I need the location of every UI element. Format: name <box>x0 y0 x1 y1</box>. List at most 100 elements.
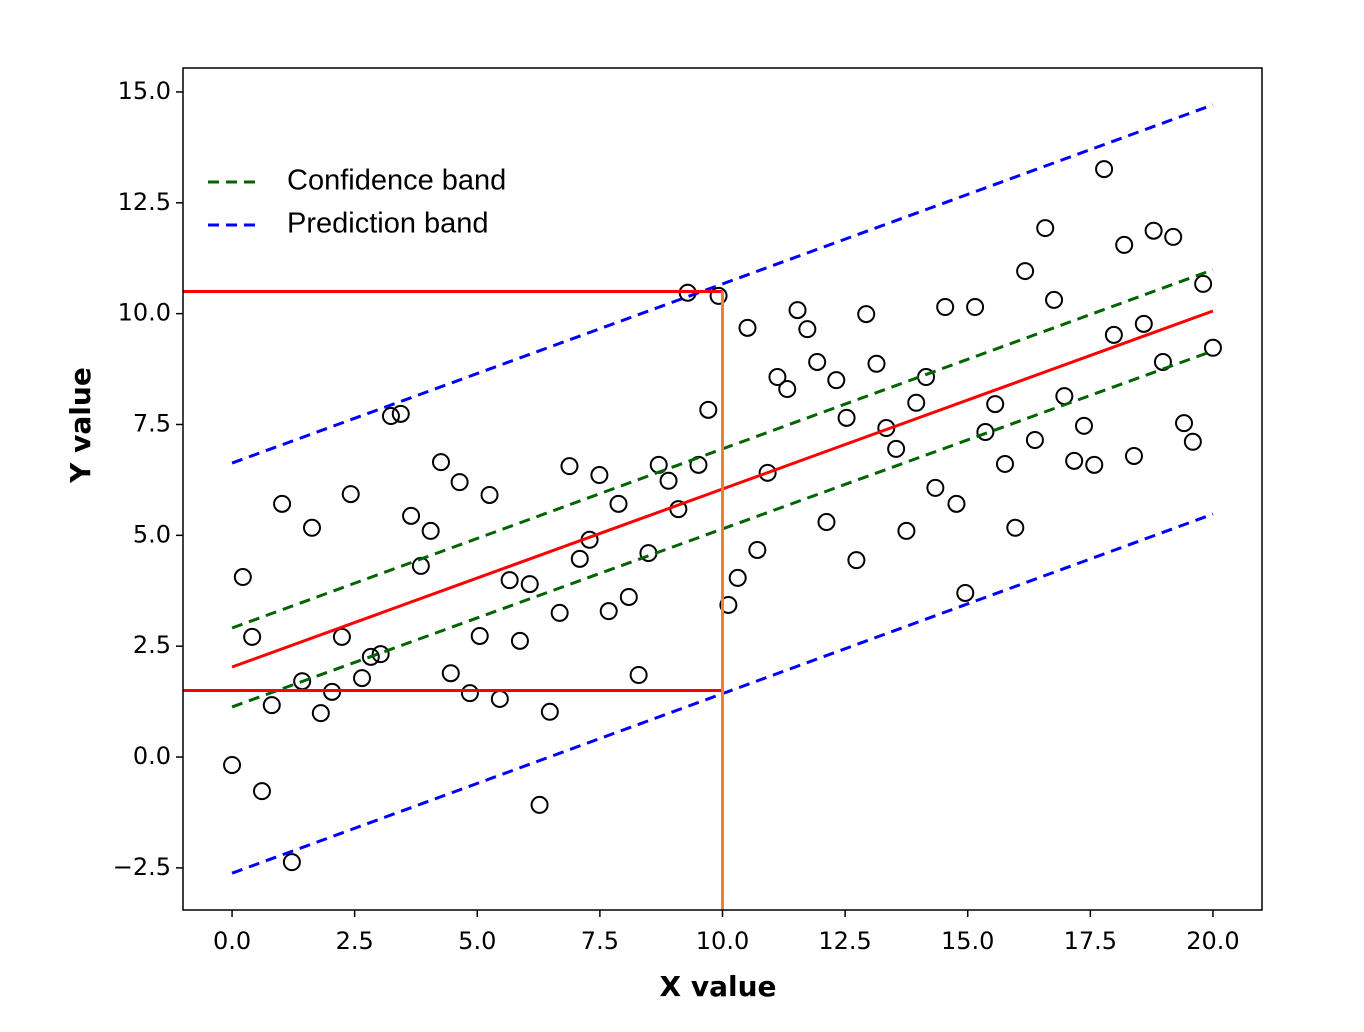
data-point <box>659 471 678 490</box>
data-point <box>332 627 351 646</box>
x-tick-label: 20.0 <box>1186 927 1239 955</box>
data-point <box>699 400 718 419</box>
data-point <box>500 571 519 590</box>
data-point <box>996 454 1015 473</box>
data-point <box>1153 352 1172 371</box>
x-tick-label: 15.0 <box>941 927 994 955</box>
y-tick-label: −2.5 <box>113 853 171 881</box>
data-point <box>748 540 767 559</box>
data-point <box>450 473 469 492</box>
data-point <box>1115 235 1134 254</box>
data-point <box>1164 227 1183 246</box>
y-tick-label: 7.5 <box>133 409 171 437</box>
data-point <box>1095 160 1114 179</box>
data-point <box>609 494 628 513</box>
data-point <box>1194 274 1213 293</box>
data-point <box>1065 451 1084 470</box>
x-tick-label: 5.0 <box>458 927 496 955</box>
data-point <box>381 407 400 426</box>
data-point <box>1085 455 1104 474</box>
data-point <box>550 603 569 622</box>
data-point <box>402 506 421 525</box>
data-point <box>808 352 827 371</box>
data-point <box>510 631 529 650</box>
data-point <box>1104 325 1123 344</box>
y-tick-label: 2.5 <box>133 631 171 659</box>
data-point <box>728 568 747 587</box>
y-tick-label: 5.0 <box>133 520 171 548</box>
data-point <box>947 494 966 513</box>
data-point <box>1175 414 1194 433</box>
data-point <box>936 297 955 316</box>
data-point <box>243 627 262 646</box>
data-point <box>540 702 559 721</box>
data-point <box>847 551 866 570</box>
x-tick-label: 2.5 <box>336 927 374 955</box>
y-tick-label: 10.0 <box>118 299 171 327</box>
y-tick-label: 12.5 <box>118 188 171 216</box>
series-line <box>231 349 1214 709</box>
data-point <box>252 782 271 801</box>
data-point <box>560 457 579 476</box>
legend-label: Prediction band <box>287 208 489 240</box>
data-point <box>1036 219 1055 238</box>
x-tick-label: 7.5 <box>581 927 619 955</box>
plot-frame <box>182 67 1263 911</box>
data-point <box>341 485 360 504</box>
data-point <box>530 795 549 814</box>
data-point <box>431 453 450 472</box>
data-point <box>570 549 589 568</box>
data-point <box>223 756 242 775</box>
y-tick-label: 15.0 <box>118 77 171 105</box>
data-point <box>926 478 945 497</box>
data-point <box>282 853 301 872</box>
data-point <box>262 696 281 715</box>
data-point <box>1006 518 1025 537</box>
data-point <box>758 463 777 482</box>
data-point <box>619 587 638 606</box>
data-point <box>1203 338 1222 357</box>
data-point <box>1025 431 1044 450</box>
data-point <box>887 439 906 458</box>
data-point <box>1124 446 1143 465</box>
data-point <box>273 494 292 513</box>
data-point <box>470 626 489 645</box>
data-point <box>599 602 618 621</box>
y-tick-label: 0.0 <box>133 742 171 770</box>
y-axis-label: Y value <box>64 367 97 484</box>
data-point <box>709 286 728 305</box>
data-point <box>817 513 836 532</box>
data-point <box>1016 262 1035 281</box>
data-point <box>302 518 321 537</box>
data-point <box>233 568 252 587</box>
data-point <box>441 664 460 683</box>
data-point <box>956 583 975 602</box>
data-point <box>490 689 509 708</box>
data-point <box>768 368 787 387</box>
data-point <box>361 647 380 666</box>
x-tick-label: 0.0 <box>213 927 251 955</box>
data-point <box>857 305 876 324</box>
data-point <box>1144 221 1163 240</box>
x-tick-label: 17.5 <box>1064 927 1117 955</box>
data-point <box>738 318 757 337</box>
data-point <box>1045 290 1064 309</box>
x-tick-label: 12.5 <box>818 927 871 955</box>
data-point <box>421 521 440 540</box>
data-point <box>719 595 738 614</box>
legend-label: Confidence band <box>287 165 506 197</box>
data-point <box>460 684 479 703</box>
series-line <box>231 103 1214 465</box>
data-point <box>788 301 807 320</box>
data-point <box>976 423 995 442</box>
data-point <box>353 669 372 688</box>
data-point <box>1134 314 1153 333</box>
data-point <box>311 704 330 723</box>
x-axis-label: X value <box>659 970 776 1003</box>
data-point <box>907 393 926 412</box>
data-point <box>590 466 609 485</box>
data-point <box>520 575 539 594</box>
data-point <box>986 395 1005 414</box>
